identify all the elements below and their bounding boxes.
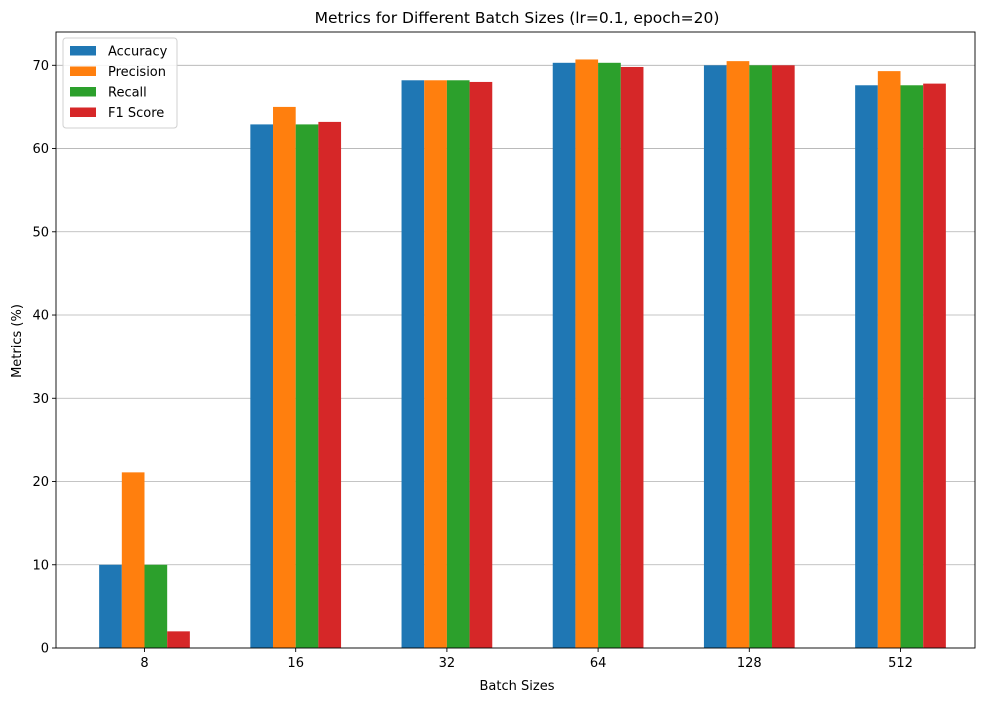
bar-accuracy-128 xyxy=(703,65,727,648)
y-axis-label: Metrics (%) xyxy=(10,304,25,378)
x-axis-ticks: 8 16 32 64 128 512 xyxy=(140,648,913,671)
legend-box xyxy=(62,37,178,129)
x-tick-label: 8 xyxy=(140,656,148,671)
bar-accuracy-8 xyxy=(99,564,122,648)
y-tick-label: 70 xyxy=(32,59,49,74)
x-axis-label: Batch Sizes xyxy=(480,679,555,694)
bar-precision-512 xyxy=(877,71,901,648)
bar-recall-64 xyxy=(598,62,621,649)
chart-title: Metrics for Different Batch Sizes (lr=0.… xyxy=(315,9,720,27)
bar-precision-32 xyxy=(424,80,447,649)
y-tick-label: 40 xyxy=(32,309,49,324)
bar-precision-16 xyxy=(273,106,296,648)
legend-swatch xyxy=(70,107,96,117)
bar-f1-score-8 xyxy=(167,631,190,648)
legend-label: F1 Score xyxy=(108,106,164,121)
bar-accuracy-512 xyxy=(855,85,878,648)
legend-swatch xyxy=(70,87,96,97)
bar-recall-128 xyxy=(749,65,772,648)
legend-label: Recall xyxy=(108,86,147,101)
bar-f1-score-64 xyxy=(620,66,644,649)
x-tick-label: 512 xyxy=(888,656,913,671)
bar-precision-8 xyxy=(121,472,145,648)
x-tick-label: 16 xyxy=(287,656,304,671)
legend-label: Precision xyxy=(108,65,166,80)
legend-label: Accuracy xyxy=(108,45,168,60)
y-tick-label: 50 xyxy=(32,225,49,240)
bar-recall-16 xyxy=(295,124,319,648)
y-tick-label: 20 xyxy=(32,475,49,490)
bar-f1-score-32 xyxy=(469,81,493,649)
bar-f1-score-512 xyxy=(923,83,946,648)
y-tick-label: 60 xyxy=(32,142,49,157)
bar-f1-score-128 xyxy=(771,65,795,648)
bar-accuracy-32 xyxy=(401,80,425,649)
bar-recall-32 xyxy=(446,80,470,649)
x-tick-label: 64 xyxy=(590,656,607,671)
bar-recall-512 xyxy=(900,85,924,648)
legend-swatch xyxy=(70,66,96,76)
bar-accuracy-64 xyxy=(552,62,576,649)
x-tick-label: 32 xyxy=(439,656,456,671)
bar-precision-128 xyxy=(726,61,750,649)
legend-swatch xyxy=(70,46,96,56)
plot-frame xyxy=(55,31,976,649)
grid-lines xyxy=(56,64,975,649)
bar-f1-score-16 xyxy=(318,121,342,648)
y-tick-label: 10 xyxy=(32,558,49,573)
legend: Accuracy Precision Recall F1 Score xyxy=(62,37,178,129)
bar-accuracy-16 xyxy=(250,124,274,648)
bar-recall-8 xyxy=(144,564,168,648)
y-axis-ticks: 0 10 20 30 40 50 60 70 xyxy=(32,59,56,657)
bars xyxy=(99,59,946,649)
bar-precision-64 xyxy=(575,59,599,648)
y-tick-label: 0 xyxy=(41,642,49,657)
y-tick-label: 30 xyxy=(32,392,49,407)
x-tick-label: 128 xyxy=(737,656,762,671)
